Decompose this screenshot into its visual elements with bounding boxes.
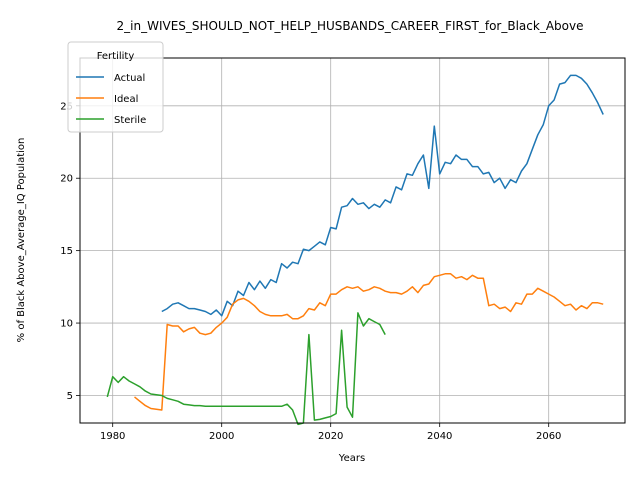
y-tick-label: 25: [60, 101, 73, 112]
legend-title: Fertility: [97, 51, 135, 62]
y-axis-label: % of Black Above_Average_IQ Population: [16, 138, 27, 343]
series-lines: [106, 74, 604, 426]
y-tick-label: 10: [60, 319, 73, 330]
grid-lines: [80, 58, 625, 423]
y-tick-label: 5: [67, 391, 73, 402]
x-tick-label: 1980: [100, 431, 125, 442]
y-tick-label: 15: [60, 246, 73, 257]
legend-box: [67, 41, 164, 133]
y-tick-label: 20: [60, 174, 73, 185]
series-line-actual: [161, 74, 604, 317]
series-line-sterile: [106, 312, 386, 426]
x-tick-label: 2060: [536, 431, 561, 442]
plot-frame: [79, 57, 626, 424]
x-axis: 1980 2000 2020 2040 2060: [100, 423, 561, 442]
x-tick-label: 2000: [209, 431, 234, 442]
x-tick-label: 2040: [427, 431, 452, 442]
x-axis-label: Years: [338, 453, 365, 464]
x-tick-label: 2020: [318, 431, 343, 442]
legend-label-actual: Actual: [114, 73, 145, 84]
legend-label-sterile: Sterile: [114, 115, 146, 126]
legend-label-ideal: Ideal: [114, 94, 138, 105]
chart-title: 2_in_WIVES_SHOULD_NOT_HELP_HUSBANDS_CARE…: [117, 19, 584, 33]
legend: Fertility Actual Ideal Sterile: [67, 41, 164, 133]
series-line-ideal: [134, 273, 604, 411]
